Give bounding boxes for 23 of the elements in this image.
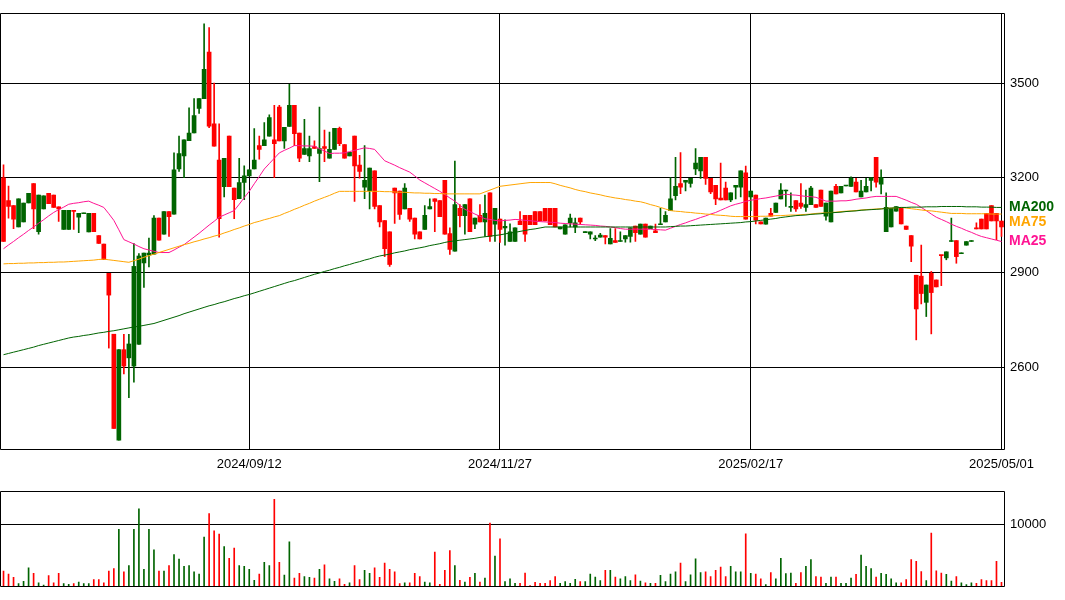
x-tick-label: 2025/05/01 [968, 456, 1035, 472]
x-tick-label: 2024/09/12 [216, 456, 282, 472]
candlestick [256, 135, 262, 160]
series-label: MA75 [1009, 213, 1047, 230]
candlestick [788, 192, 794, 212]
candlestick [71, 209, 77, 230]
candlestick [803, 189, 809, 212]
candlestick [76, 213, 82, 233]
candlestick [261, 122, 267, 146]
y-tick-label: 3500 [1010, 74, 1039, 90]
candlestick [432, 198, 438, 233]
y-tick-label: 3200 [1010, 169, 1039, 185]
y-tick-label: 2900 [1010, 263, 1039, 279]
x-tick-label: 2024/11/27 [467, 456, 533, 472]
candlestick [241, 165, 247, 200]
y-tick-label: 2600 [1010, 358, 1039, 374]
x-tick-label: 2025/02/17 [718, 456, 784, 472]
series-label: MA25 [1009, 232, 1047, 249]
candlestick [938, 254, 944, 286]
candlestick [602, 235, 608, 245]
candlestick [251, 128, 257, 170]
y-tick-label: 10000 [1010, 515, 1047, 531]
series-label: MA200 [1009, 198, 1055, 215]
